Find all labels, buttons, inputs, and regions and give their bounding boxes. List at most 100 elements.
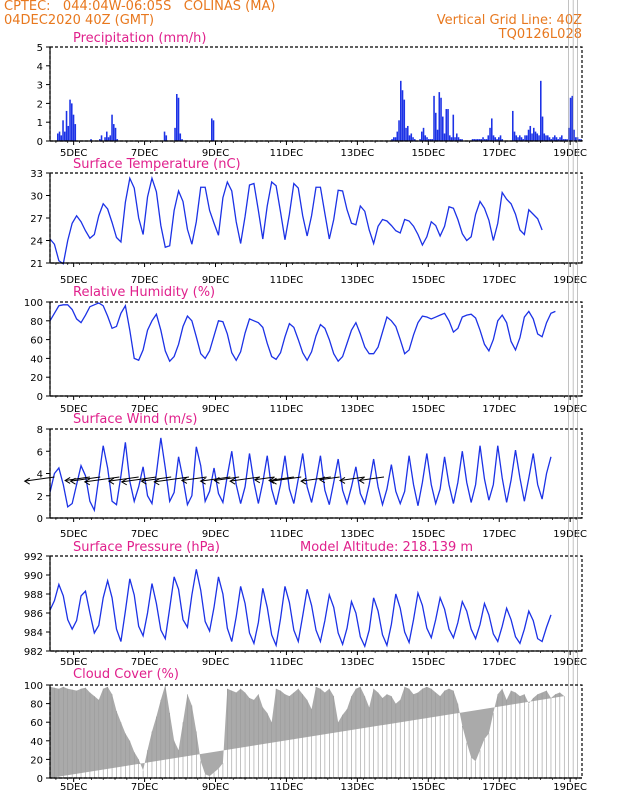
precip-bar — [72, 114, 75, 141]
precip-bar — [435, 112, 437, 141]
precip-bar — [569, 97, 572, 141]
precip-bar — [517, 137, 519, 141]
wind-arrow — [339, 476, 365, 481]
precip-bar — [212, 120, 215, 141]
wind-arrowhead — [213, 477, 220, 484]
x-tick-label: 5DEC — [60, 275, 87, 286]
chart-panel-5: Surface Pressure (hPa) Model Altitude: 21… — [24, 540, 587, 668]
precip-bar — [538, 135, 540, 141]
x-tick-label: 7DEC — [131, 404, 158, 415]
y-tick-label: 6 — [37, 447, 43, 458]
y-tick-label: 2 — [37, 99, 43, 110]
x-tick-label: 9DEC — [202, 782, 229, 793]
precip-bar — [176, 94, 178, 141]
y-tick-label: 40 — [30, 354, 43, 365]
precip-bar — [484, 139, 486, 141]
precip-bar — [498, 137, 500, 141]
precip-bar — [531, 133, 533, 141]
panel-title: Relative Humidity (%) — [73, 285, 215, 300]
precip-bar — [450, 137, 453, 141]
precip-bar — [422, 127, 425, 141]
precip-bar — [524, 135, 526, 141]
precip-bar — [419, 139, 421, 141]
precip-bar — [534, 131, 537, 141]
precip-bar — [74, 124, 77, 141]
x-tick-label: 13DEC — [341, 529, 375, 540]
x-tick-label: 7DEC — [131, 782, 158, 793]
precip-bar — [428, 139, 430, 141]
panel-frame — [49, 172, 583, 264]
header-station: CPTEC: 044:04W-06:05S COLINAS (MA) — [4, 0, 276, 14]
x-tick-label: 13DEC — [341, 148, 375, 159]
y-tick-label: 20 — [30, 755, 43, 766]
precip-bar — [58, 131, 61, 141]
y-tick-label: 27 — [30, 214, 43, 225]
precip-bar — [431, 139, 434, 141]
x-tick-label: 13DEC — [341, 275, 375, 286]
precip-bar — [548, 137, 551, 141]
x-tick-label: 11DEC — [270, 657, 304, 668]
wind-arrow — [65, 476, 90, 481]
chart-panel-3: Relative Humidity (%) 0 20 40 60 80 100 5DEC 7DE… — [24, 285, 587, 415]
precip-bar — [456, 133, 458, 141]
y-tick-label: 100 — [24, 298, 43, 309]
y-tick-label: 80 — [30, 700, 43, 711]
y-tick-label: 992 — [24, 552, 43, 563]
wind-arrowhead — [64, 477, 71, 484]
wind-arrowhead — [199, 477, 206, 485]
x-tick-label: 17DEC — [482, 657, 516, 668]
precip-bar — [513, 131, 516, 141]
x-tick-label: 9DEC — [202, 657, 229, 668]
precip-bar — [555, 137, 558, 141]
precip-bar — [393, 137, 395, 141]
wind-arrow — [121, 476, 157, 483]
precip-bar — [429, 139, 432, 141]
precip-bar — [491, 118, 493, 141]
series-line — [49, 175, 543, 265]
precip-bar — [550, 139, 553, 141]
x-tick-label: 19DEC — [553, 148, 587, 159]
wind-arrow — [181, 476, 207, 481]
precip-bar — [62, 120, 64, 141]
x-tick-label: 11DEC — [270, 529, 304, 540]
x-tick-label: 15DEC — [411, 782, 445, 793]
wind-arrowhead — [318, 476, 326, 484]
y-tick-label: 24 — [30, 237, 43, 248]
x-tick-label: 19DEC — [553, 529, 587, 540]
precip-bar — [529, 125, 532, 141]
wind-arrow — [319, 476, 340, 481]
x-tick-label: 19DEC — [553, 275, 587, 286]
precip-bar — [179, 133, 182, 141]
wind-arrow — [254, 476, 275, 481]
precip-bar — [440, 97, 442, 141]
precip-bar — [403, 99, 406, 141]
x-tick-label: 11DEC — [270, 148, 304, 159]
precip-bar — [443, 133, 446, 141]
x-tick-label: 11DEC — [270, 404, 304, 415]
precip-bar — [449, 135, 451, 141]
precip-bar — [67, 125, 70, 141]
x-tick-label: 13DEC — [341, 404, 375, 415]
precip-bar — [487, 135, 490, 141]
panel-title: Cloud Cover (%) — [73, 667, 179, 682]
precip-bar — [60, 135, 63, 141]
wind-arrow — [70, 476, 101, 482]
y-tick-label: 990 — [24, 571, 43, 582]
y-tick-label: 0 — [37, 137, 43, 148]
y-tick-label: 80 — [30, 317, 43, 328]
x-tick-label: 7DEC — [131, 148, 158, 159]
precip-bar — [211, 118, 213, 141]
y-tick-label: 4 — [37, 470, 43, 481]
precip-bar — [571, 95, 574, 141]
precip-bar — [473, 139, 476, 141]
wind-arrowhead — [120, 478, 127, 486]
wind-arrowhead — [180, 477, 188, 484]
x-tick-label: 13DEC — [341, 782, 375, 793]
wind-arrow — [214, 476, 240, 481]
precip-bar — [65, 110, 68, 141]
panel-title: Surface Temperature (nC) — [73, 157, 241, 172]
x-tick-label: 19DEC — [553, 404, 587, 415]
x-tick-label: 9DEC — [202, 404, 229, 415]
